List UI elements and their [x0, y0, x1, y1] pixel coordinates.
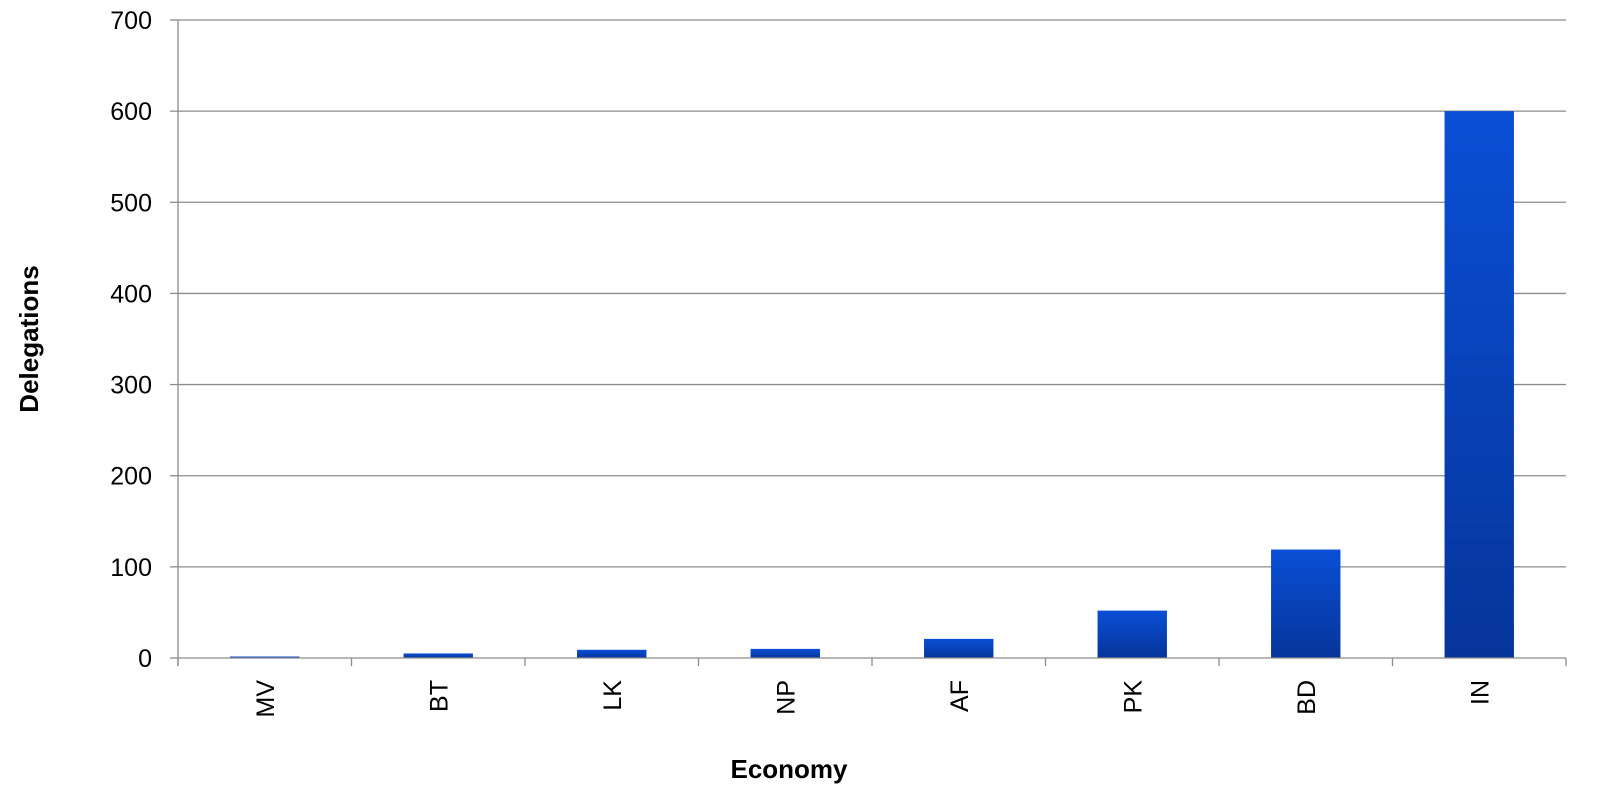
bar-in	[1444, 111, 1514, 658]
bar-mv	[230, 656, 300, 658]
x-tick-label: AF	[946, 680, 974, 712]
x-tick-label: MV	[252, 680, 280, 718]
y-tick-label: 200	[110, 463, 152, 491]
x-tick-label: BD	[1293, 680, 1321, 715]
bar-pk	[1097, 610, 1167, 658]
bar-bd	[1271, 549, 1341, 658]
y-axis-title: Delegations	[14, 265, 44, 412]
y-tick-label: 500	[110, 189, 152, 217]
bar-lk	[577, 649, 647, 658]
x-tick-labels: MV BT LK NP AF PK BD IN	[252, 680, 1495, 718]
y-tick-label: 300	[110, 372, 152, 400]
x-tick-label: NP	[772, 680, 800, 715]
bar-af	[924, 638, 994, 658]
y-tick-label: 700	[110, 7, 152, 35]
axes	[170, 19, 1567, 666]
y-tick-labels: 0 100 200 300 400 500 600 700	[110, 7, 152, 673]
y-tick-label: 100	[110, 554, 152, 582]
gridlines	[178, 19, 1566, 568]
y-tick-label: 0	[138, 645, 152, 673]
bar-bt	[403, 653, 473, 658]
x-axis-title: Economy	[730, 754, 848, 784]
x-tick-label: LK	[599, 680, 627, 711]
x-tick-label: PK	[1119, 680, 1147, 714]
y-tick-label: 600	[110, 98, 152, 126]
bars	[230, 111, 1514, 658]
y-tick-label: 400	[110, 280, 152, 308]
bar-np	[750, 648, 820, 658]
x-tick-label: IN	[1466, 680, 1494, 705]
x-tick-label: BT	[425, 680, 453, 712]
